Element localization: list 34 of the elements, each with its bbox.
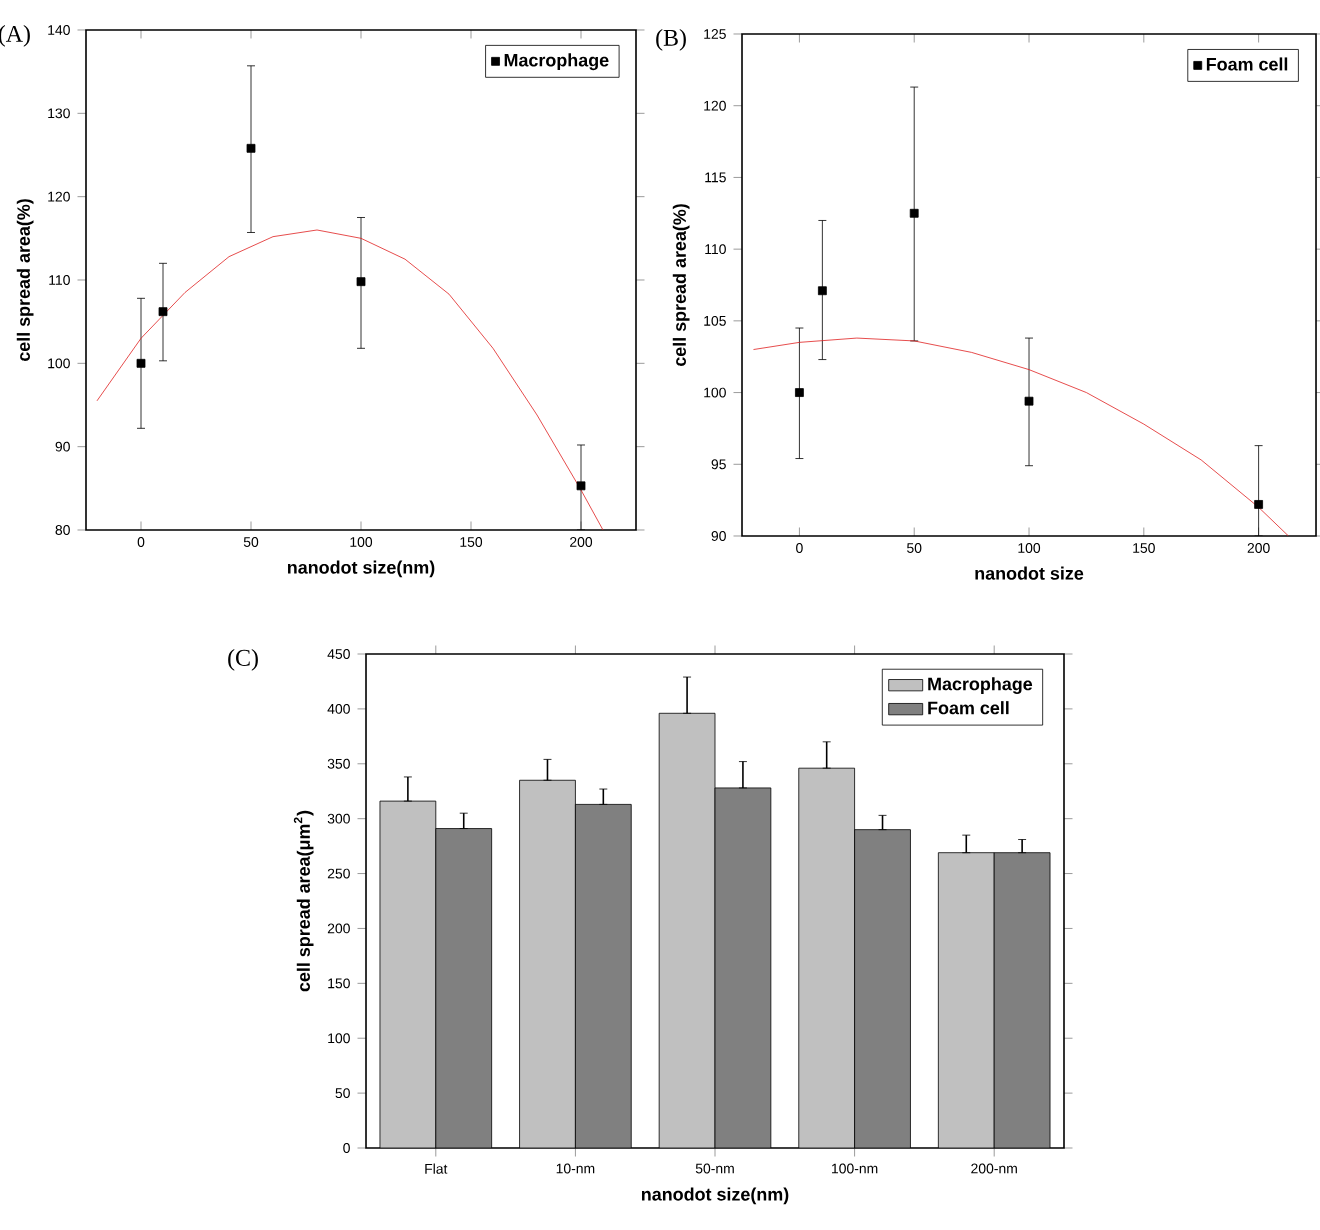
point (136, 358, 146, 368)
point (795, 388, 804, 397)
bar (854, 829, 911, 1148)
line-series (96, 229, 604, 530)
legend-label: Macrophage (504, 53, 609, 71)
bar (937, 852, 995, 1148)
bar (519, 780, 576, 1148)
chart-title: (C) (228, 649, 258, 671)
bar (659, 713, 715, 1148)
bar (798, 768, 855, 1148)
y-axis-title: cell spread area(%) (672, 204, 690, 367)
bar (715, 787, 771, 1148)
bar (575, 804, 632, 1148)
point (817, 286, 827, 296)
x-axis-title: nanodot size(nm) (641, 1187, 789, 1205)
point (356, 277, 366, 287)
x-axis-title: nanodot size (975, 566, 1084, 580)
y-axis-title: cell spread area(%) (16, 199, 34, 362)
legend-label: Foam cell (1206, 57, 1288, 71)
legend-label: Foam cell (928, 701, 1009, 715)
point (246, 143, 256, 153)
point (1254, 500, 1263, 509)
bar (993, 852, 1051, 1148)
legend-label: Macrophage (928, 677, 1033, 694)
chart-title: (B) (656, 29, 686, 51)
line-series (753, 337, 1289, 536)
point (576, 481, 586, 491)
y-axis-title: cell spread area(μm$^{2}$) (293, 810, 314, 992)
bar (379, 801, 436, 1148)
x-axis-title: nanodot size(nm) (287, 560, 435, 578)
point (909, 208, 919, 218)
point (158, 307, 168, 317)
point (1024, 396, 1034, 406)
bar (435, 828, 492, 1148)
